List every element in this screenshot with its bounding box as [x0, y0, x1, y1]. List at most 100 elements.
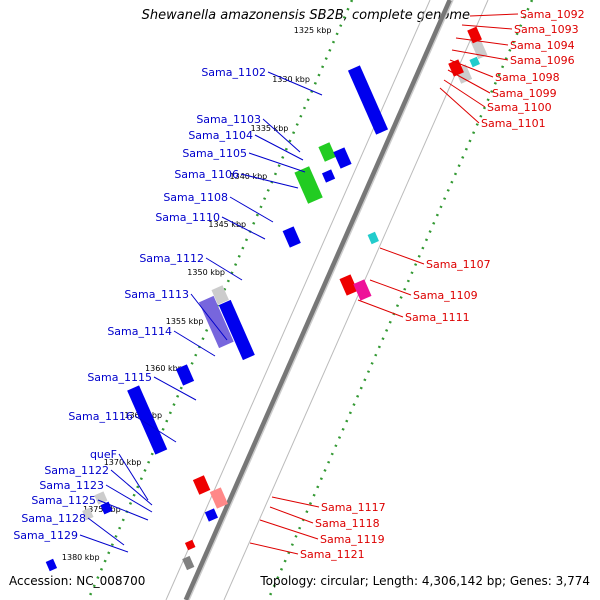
gene-feature — [94, 491, 108, 505]
gene-label-left: Sama_1112 — [139, 252, 204, 265]
leader-line — [229, 196, 274, 223]
ruler-track-left — [86, 0, 354, 600]
gene-label-right: Sama_1100 — [487, 101, 552, 114]
leader-line — [267, 71, 323, 96]
leader-line — [254, 134, 304, 161]
gene-label-left: Sama_1113 — [124, 288, 189, 301]
topology-label: Topology: circular; Length: 4,306,142 bp… — [260, 574, 590, 588]
gene-label-left: Sama_1128 — [21, 512, 86, 525]
gene-feature — [353, 279, 372, 301]
leader-line — [259, 519, 319, 540]
gene-feature — [282, 226, 301, 248]
gene-feature-bar — [209, 487, 228, 509]
leader-line — [118, 453, 149, 501]
gene-label-left: Sama_1102 — [201, 66, 266, 79]
gene-feature — [82, 507, 94, 521]
leader-line — [205, 257, 243, 281]
leader-line — [357, 299, 404, 318]
gene-label-left: queF — [90, 448, 117, 461]
leader-line — [269, 506, 314, 524]
gene-label-left: Sama_1115 — [87, 371, 152, 384]
inner-track-left — [165, 0, 431, 600]
gene-feature-bar — [294, 166, 323, 204]
gene-label-left: Sama_1108 — [163, 191, 228, 204]
gene-feature — [127, 385, 168, 455]
leader-line — [271, 496, 320, 508]
gene-label-right: Sama_1121 — [300, 548, 365, 561]
ruler-track-right — [266, 0, 534, 600]
kbp-tick-label: 1345 kbp — [208, 220, 246, 229]
leader-line — [87, 517, 125, 546]
gene-label-right: Sama_1107 — [426, 258, 491, 271]
gene-feature-bar — [218, 299, 255, 361]
gene-label-left: Sama_1123 — [39, 479, 104, 492]
genome-backbone-highlight — [188, 0, 454, 600]
gene-label-left: Sama_1106 — [174, 168, 239, 181]
leader-line — [105, 484, 153, 513]
gene-label-right: Sama_1109 — [413, 289, 478, 302]
gene-label-right: Sama_1096 — [510, 54, 575, 67]
gene-label-right: Sama_1093 — [514, 23, 579, 36]
gene-label-right: Sama_1099 — [492, 87, 557, 100]
kbp-tick-label: 1350 kbp — [187, 268, 225, 277]
gene-label-right: Sama_1094 — [510, 39, 575, 52]
kbp-tick-label: 1325 kbp — [294, 26, 332, 35]
gene-label-left: Sama_1116 — [68, 410, 133, 423]
gene-label-left: Sama_1110 — [155, 211, 220, 224]
gene-feature — [184, 539, 196, 551]
gene-feature — [469, 56, 480, 68]
gene-feature-bar — [467, 26, 482, 44]
gene-feature — [467, 26, 482, 44]
gene-feature-bar — [192, 475, 211, 495]
gene-feature — [182, 555, 195, 571]
gene-feature-bar — [82, 507, 94, 521]
leader-line — [439, 87, 480, 124]
gene-feature — [318, 142, 336, 162]
leader-line — [369, 279, 412, 296]
leader-line — [134, 415, 177, 443]
kbp-tick-label: 1355 kbp — [166, 317, 204, 326]
kbp-tick-label: 1335 kbp — [251, 124, 289, 133]
gene-feature — [198, 295, 234, 349]
gene-feature — [204, 508, 218, 522]
gene-label-right: Sama_1092 — [520, 8, 585, 21]
gene-label-right: Sama_1117 — [321, 501, 386, 514]
gene-feature-bar — [211, 285, 229, 305]
gene-feature-bar — [339, 274, 358, 296]
gene-label-left: Sama_1105 — [182, 147, 247, 160]
gene-label-left: Sama_1103 — [196, 113, 261, 126]
gene-feature-bar — [353, 279, 372, 301]
gene-feature — [367, 231, 379, 245]
leader-line — [379, 247, 425, 265]
gene-feature-bar — [282, 226, 301, 248]
gene-feature-bar — [94, 491, 108, 505]
gene-feature-bar — [347, 65, 389, 135]
gene-feature-bar — [198, 295, 234, 349]
kbp-tick-label: 1370 kbp — [104, 458, 142, 467]
leader-line — [443, 79, 486, 108]
gene-feature — [192, 475, 211, 495]
gene-feature — [333, 147, 352, 169]
gene-label-right: Sama_1101 — [481, 117, 546, 130]
gene-feature — [347, 65, 389, 135]
leader-line — [248, 152, 306, 173]
inner-track-right — [223, 0, 489, 600]
gene-feature-bar — [175, 364, 195, 386]
gene-feature-bar — [127, 385, 168, 455]
gene-label-right: Sama_1098 — [495, 71, 560, 84]
gene-feature — [218, 299, 255, 361]
gene-feature-bar — [45, 558, 58, 572]
gene-feature-bar — [204, 508, 218, 522]
leader-line — [447, 69, 491, 94]
gene-label-left: Sama_1104 — [188, 129, 253, 142]
gene-feature-bar — [182, 555, 195, 571]
gene-label-right: Sama_1118 — [315, 517, 380, 530]
gene-label-right: Sama_1111 — [405, 311, 470, 324]
gene-feature-bar — [469, 56, 480, 68]
leader-line — [249, 542, 299, 555]
leader-line — [110, 469, 153, 506]
kbp-tick-label: 1380 kbp — [62, 553, 100, 562]
kbp-tick-label: 1360 kbp — [145, 364, 183, 373]
leader-line — [451, 49, 509, 61]
